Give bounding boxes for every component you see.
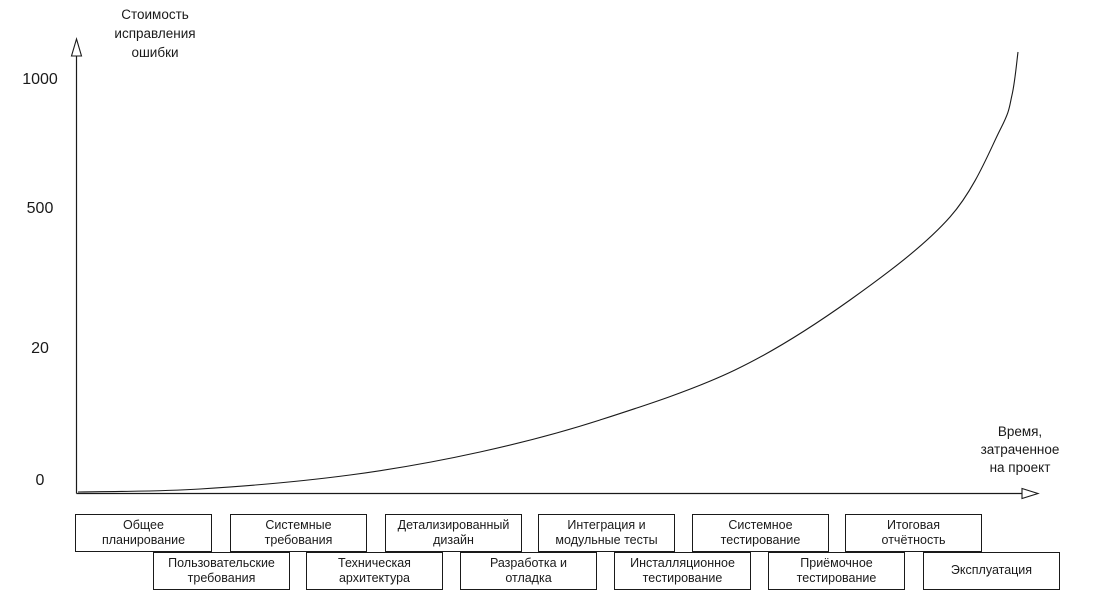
phase-box-r1-1: Общее планирование	[75, 514, 212, 552]
x-axis-arrow-icon	[1021, 487, 1040, 500]
y-axis-title: Стоимость исправления ошибки	[114, 7, 196, 60]
y-tick-0: 0	[35, 472, 45, 489]
y-tick-500: 500	[26, 200, 54, 217]
phase-box-r1-3: Детализированный дизайн	[385, 514, 522, 552]
phase-box-r1-5: Системное тестирование	[692, 514, 829, 552]
y-tick-20: 20	[31, 340, 49, 357]
phase-box-r1-2: Системные требования	[230, 514, 367, 552]
phase-box-r2-1: Пользовательские требования	[153, 552, 290, 590]
cost-curve	[77, 51, 1019, 493]
phase-box-r2-6: Эксплуатация	[923, 552, 1060, 590]
x-axis-title: Время, затраченное на проект	[980, 424, 1060, 475]
phase-box-r1-6: Итоговая отчётность	[845, 514, 982, 552]
phase-box-r2-4: Инсталляционное тестирование	[614, 552, 751, 590]
phase-box-r2-2: Техническая архитектура	[306, 552, 443, 590]
phase-box-r1-4: Интеграция и модульные тесты	[538, 514, 675, 552]
y-axis-arrow-icon	[70, 37, 83, 57]
phase-box-r2-5: Приёмочное тестирование	[768, 552, 905, 590]
phase-box-r2-3: Разработка и отладка	[460, 552, 597, 590]
y-tick-1000: 1000	[22, 71, 58, 88]
